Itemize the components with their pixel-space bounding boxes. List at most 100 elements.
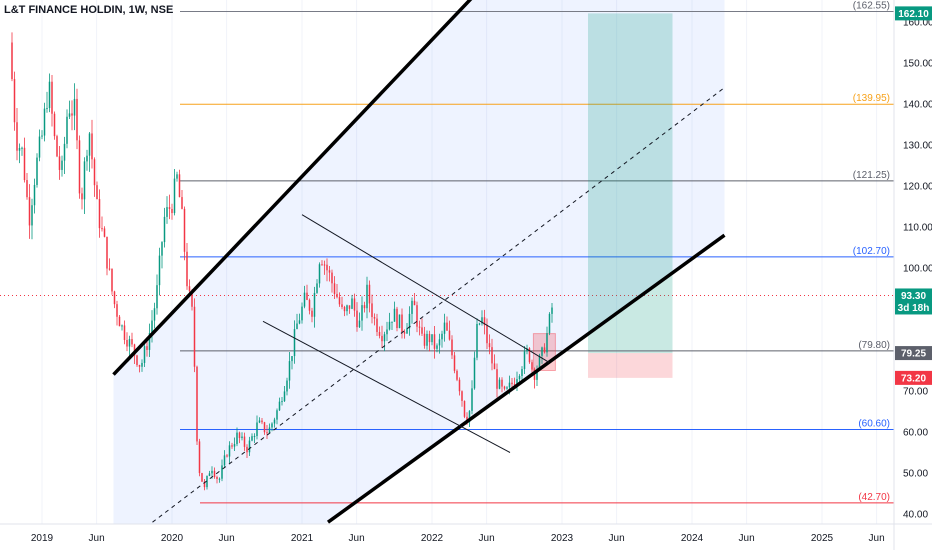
candle-body xyxy=(46,108,48,110)
candle-body xyxy=(473,357,476,389)
price-axis[interactable]: 40.0050.0060.0070.0080.0090.00100.00110.… xyxy=(893,0,932,550)
price-badge-text: 93.30 xyxy=(901,291,926,302)
candle-body xyxy=(218,478,221,480)
trendlines[interactable] xyxy=(112,0,726,524)
candle-body xyxy=(36,157,38,185)
candle-body xyxy=(103,228,106,237)
candle-body xyxy=(538,355,541,370)
candle-body xyxy=(378,331,381,336)
candle-body xyxy=(411,300,413,314)
candle-body xyxy=(63,143,66,161)
time-tick-label: 2023 xyxy=(551,533,574,544)
candle-body xyxy=(128,339,131,347)
candle-body xyxy=(201,473,203,482)
price-badge-text: 79.25 xyxy=(901,349,926,360)
candle-body xyxy=(408,313,411,329)
price-tick-label: 150.00 xyxy=(903,59,932,70)
price-tick-label: 70.00 xyxy=(903,387,928,398)
candle-body xyxy=(38,136,41,158)
candle-body xyxy=(86,155,88,162)
candle-body xyxy=(213,470,216,478)
price-tick-label: 40.00 xyxy=(903,510,928,521)
falling-channel-upper xyxy=(301,214,550,363)
candle-body xyxy=(283,391,286,402)
candle-body xyxy=(406,328,408,334)
candle-body xyxy=(386,329,388,335)
price-badge xyxy=(895,370,932,385)
time-tick-label: 2020 xyxy=(161,533,184,544)
candle-body xyxy=(396,308,398,329)
time-tick-label: Jun xyxy=(479,533,495,544)
candle-body xyxy=(56,136,58,157)
candle-body xyxy=(456,370,458,380)
candle-body xyxy=(498,379,501,389)
price-tick-label: 140.00 xyxy=(903,100,932,111)
candle-body xyxy=(91,133,93,160)
long-position-tool[interactable] xyxy=(532,13,673,378)
candle-body xyxy=(233,444,236,447)
candle-body xyxy=(221,465,223,479)
candle-body xyxy=(503,386,506,389)
candle-body xyxy=(231,445,233,447)
candle-body xyxy=(153,308,156,321)
candle-body xyxy=(368,284,371,304)
candle-body xyxy=(458,379,461,392)
candle-body xyxy=(501,379,503,387)
candle-body xyxy=(73,98,76,116)
candle-body xyxy=(116,304,118,317)
candle-body xyxy=(178,174,181,198)
vertical-gridlines xyxy=(41,0,878,524)
candle-body xyxy=(521,369,523,376)
candle-body xyxy=(391,321,393,323)
candle-body xyxy=(418,326,421,328)
candle-body xyxy=(486,325,488,344)
candle-body xyxy=(343,307,346,312)
candle-body xyxy=(383,334,386,342)
candle-body xyxy=(138,365,141,367)
price-tick-label: 100.00 xyxy=(903,264,932,275)
candle-body xyxy=(33,184,36,206)
candle-body xyxy=(511,382,513,385)
candle-body xyxy=(321,264,323,266)
candle-body xyxy=(173,178,176,214)
candle-body xyxy=(528,348,531,363)
candle-body xyxy=(26,180,28,198)
candle-body xyxy=(416,305,418,327)
candle-body xyxy=(48,81,51,109)
candle-body xyxy=(531,362,533,370)
candle-body xyxy=(181,197,183,209)
level-labels: (162.55) (139.95) (121.25) (102.70) (79.80) (… xyxy=(853,1,890,503)
candle-body xyxy=(293,329,296,357)
candle-body xyxy=(328,270,331,273)
candle-body xyxy=(398,314,401,329)
candle-body xyxy=(83,161,86,200)
candle-body xyxy=(126,339,128,347)
candle-body xyxy=(101,228,103,230)
candle-body xyxy=(246,446,248,453)
candle-body xyxy=(171,208,173,214)
candle-body xyxy=(516,379,518,385)
candle-body xyxy=(518,375,521,380)
price-badge xyxy=(895,288,932,315)
loss-zone xyxy=(588,353,673,378)
candle-body xyxy=(488,343,491,348)
candle-body xyxy=(301,306,303,321)
candle-body xyxy=(93,159,96,186)
candle-body xyxy=(358,320,361,328)
level-label: (79.80) xyxy=(858,340,890,351)
candle-body xyxy=(58,156,61,170)
level-label: (42.70) xyxy=(858,492,890,503)
candle-body xyxy=(373,317,376,319)
candle-body xyxy=(81,193,83,200)
time-axis[interactable]: 2019 Jun 2020 Jun 2021 Jun 2022 Jun 2023 Jun 2024 J… xyxy=(0,523,932,544)
price-tick-label: 130.00 xyxy=(903,141,932,152)
candle-body xyxy=(331,272,333,284)
candle-body xyxy=(238,432,241,439)
time-tick-label: Jun xyxy=(869,533,885,544)
candle-body xyxy=(468,410,471,423)
candle-body xyxy=(546,333,548,353)
candle-body xyxy=(256,422,258,437)
candle-body xyxy=(183,208,186,252)
level-label: (102.70) xyxy=(853,246,890,257)
